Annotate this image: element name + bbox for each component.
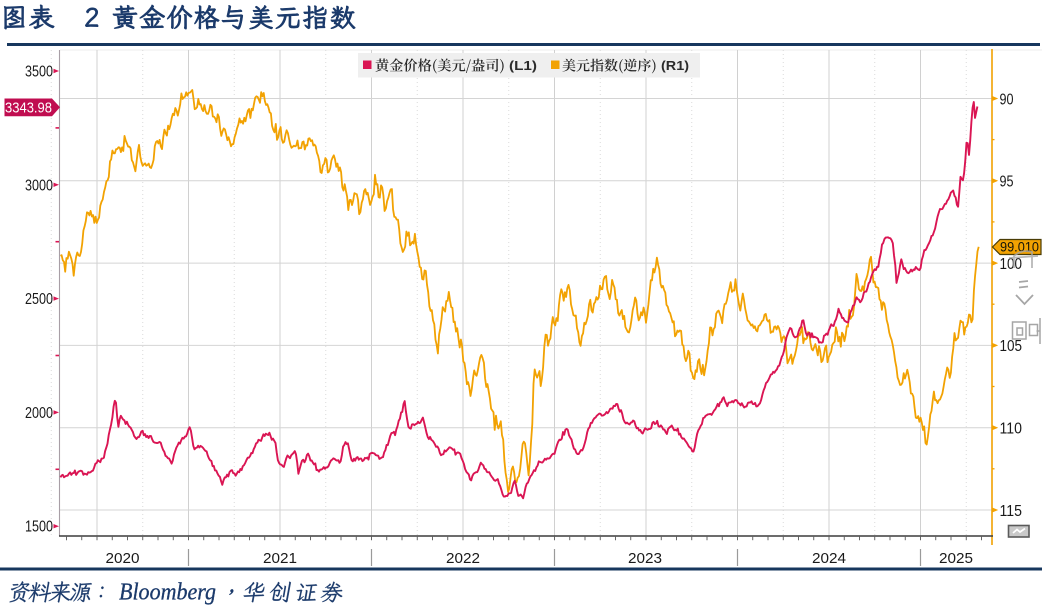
svg-text:2023: 2023	[628, 551, 662, 567]
svg-text:1500: 1500	[25, 519, 53, 536]
svg-text:Bloomberg: Bloomberg	[119, 580, 216, 606]
svg-text:3500: 3500	[25, 64, 53, 81]
svg-text:3343.98: 3343.98	[5, 99, 52, 116]
svg-text:2000: 2000	[25, 405, 53, 422]
svg-text:3000: 3000	[25, 177, 53, 194]
svg-text:100: 100	[1000, 256, 1023, 273]
svg-text:2025: 2025	[939, 551, 973, 567]
svg-text:2022: 2022	[446, 551, 480, 567]
svg-text:95: 95	[1000, 174, 1014, 191]
svg-text:2020: 2020	[106, 551, 140, 567]
svg-text:115: 115	[1000, 503, 1023, 520]
svg-text:105: 105	[1000, 338, 1023, 355]
svg-text:2024: 2024	[812, 551, 846, 567]
svg-text:(R1): (R1)	[661, 59, 689, 73]
svg-text:(L1): (L1)	[509, 59, 537, 73]
svg-text:90: 90	[1000, 91, 1014, 108]
svg-text:110: 110	[1000, 421, 1023, 438]
svg-text:2500: 2500	[25, 291, 53, 308]
svg-text:2021: 2021	[263, 551, 297, 567]
